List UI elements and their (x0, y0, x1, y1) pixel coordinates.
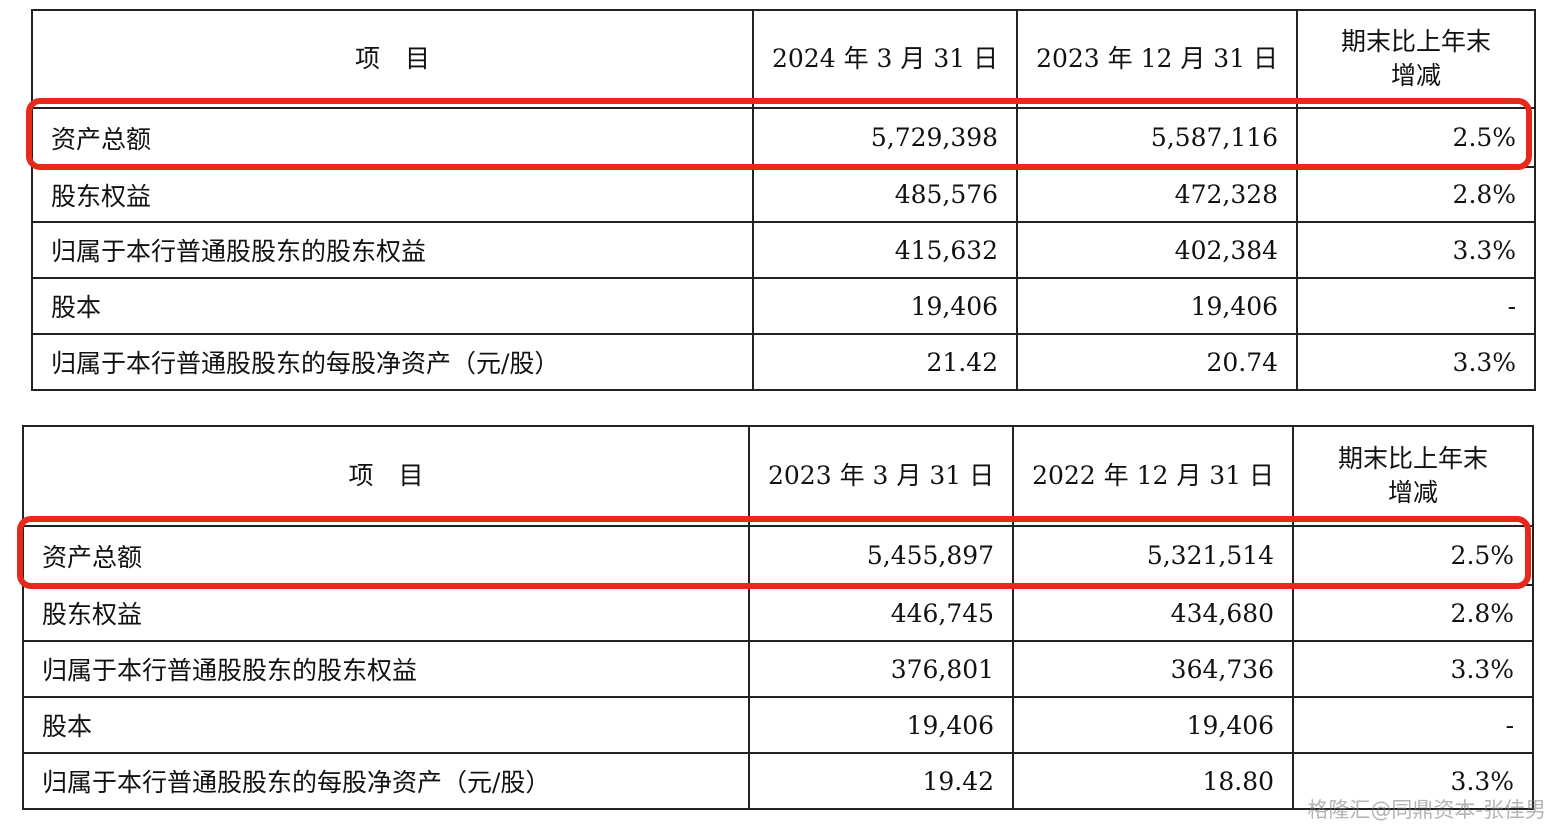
row-value-prior: 19,406 (1016, 277, 1299, 335)
row-value-current: 5,455,897 (747, 525, 1015, 586)
row-value-prior: 472,328 (1016, 166, 1299, 223)
header-change: 期末比上年末 增减 (1292, 425, 1535, 527)
table-row: 股本 19,406 19,406 - (22, 696, 1535, 754)
table-row: 归属于本行普通股股东的每股净资产（元/股） 21.42 20.74 3.3% (31, 333, 1537, 391)
table-row-total-assets: 资产总额 5,455,897 5,321,514 2.5% (22, 525, 1535, 586)
row-value-prior: 19,406 (1012, 696, 1295, 754)
row-label: 股本 (22, 696, 750, 754)
row-change: - (1292, 696, 1535, 754)
row-label: 资产总额 (31, 107, 754, 168)
balance-table-2023: 项 目 2023 年 3 月 31 日 2022 年 12 月 31 日 期末比… (22, 425, 1535, 810)
table-row: 归属于本行普通股股东的股东权益 415,632 402,384 3.3% (31, 221, 1537, 279)
watermark: 格隆汇@同鼎资本-张佳男 (1307, 798, 1546, 822)
row-value-current: 446,745 (747, 584, 1015, 642)
header-item: 项 目 (22, 425, 750, 527)
row-value-prior: 402,384 (1016, 221, 1299, 279)
row-label: 归属于本行普通股股东的每股净资产（元/股） (22, 752, 750, 810)
table-header-row: 项 目 2024 年 3 月 31 日 2023 年 12 月 31 日 期末比… (31, 9, 1537, 109)
row-label: 归属于本行普通股股东的股东权益 (31, 221, 754, 279)
row-change: 2.8% (1292, 584, 1535, 642)
header-change: 期末比上年末 增减 (1296, 9, 1537, 109)
row-value-current: 415,632 (751, 221, 1019, 279)
row-label: 股本 (31, 277, 754, 335)
row-label: 资产总额 (22, 525, 750, 586)
row-value-prior: 364,736 (1012, 640, 1295, 698)
table-row: 股本 19,406 19,406 - (31, 277, 1537, 335)
row-label: 股东权益 (22, 584, 750, 642)
table-row: 股东权益 485,576 472,328 2.8% (31, 166, 1537, 223)
table-row: 归属于本行普通股股东的股东权益 376,801 364,736 3.3% (22, 640, 1535, 698)
row-value-prior: 5,321,514 (1012, 525, 1295, 586)
header-date-current: 2023 年 3 月 31 日 (747, 425, 1015, 527)
table-row-total-assets: 资产总额 5,729,398 5,587,116 2.5% (31, 107, 1537, 168)
row-value-prior: 434,680 (1012, 584, 1295, 642)
row-value-current: 376,801 (747, 640, 1015, 698)
row-change: 3.3% (1296, 221, 1537, 279)
row-change: 3.3% (1296, 333, 1537, 391)
row-change: 2.8% (1296, 166, 1537, 223)
row-value-current: 485,576 (751, 166, 1019, 223)
table-row: 股东权益 446,745 434,680 2.8% (22, 584, 1535, 642)
header-date-prior: 2022 年 12 月 31 日 (1012, 425, 1295, 527)
row-value-current: 21.42 (751, 333, 1019, 391)
header-item: 项 目 (31, 9, 754, 109)
row-value-prior: 5,587,116 (1016, 107, 1299, 168)
row-label: 归属于本行普通股股东的股东权益 (22, 640, 750, 698)
row-value-current: 19,406 (747, 696, 1015, 754)
row-change: 2.5% (1296, 107, 1537, 168)
header-date-prior: 2023 年 12 月 31 日 (1016, 9, 1299, 109)
table-row: 归属于本行普通股股东的每股净资产（元/股） 19.42 18.80 3.3% (22, 752, 1535, 810)
header-date-current: 2024 年 3 月 31 日 (751, 9, 1019, 109)
table-header-row: 项 目 2023 年 3 月 31 日 2022 年 12 月 31 日 期末比… (22, 425, 1535, 527)
row-change: 3.3% (1292, 640, 1535, 698)
row-change: - (1296, 277, 1537, 335)
row-label: 归属于本行普通股股东的每股净资产（元/股） (31, 333, 754, 391)
row-value-current: 19,406 (751, 277, 1019, 335)
row-value-prior: 18.80 (1012, 752, 1295, 810)
row-label: 股东权益 (31, 166, 754, 223)
balance-table-2024: 项 目 2024 年 3 月 31 日 2023 年 12 月 31 日 期末比… (31, 9, 1537, 391)
row-change: 2.5% (1292, 525, 1535, 586)
row-value-current: 19.42 (747, 752, 1015, 810)
row-value-prior: 20.74 (1016, 333, 1299, 391)
row-value-current: 5,729,398 (751, 107, 1019, 168)
row-change: 3.3% (1292, 752, 1535, 810)
